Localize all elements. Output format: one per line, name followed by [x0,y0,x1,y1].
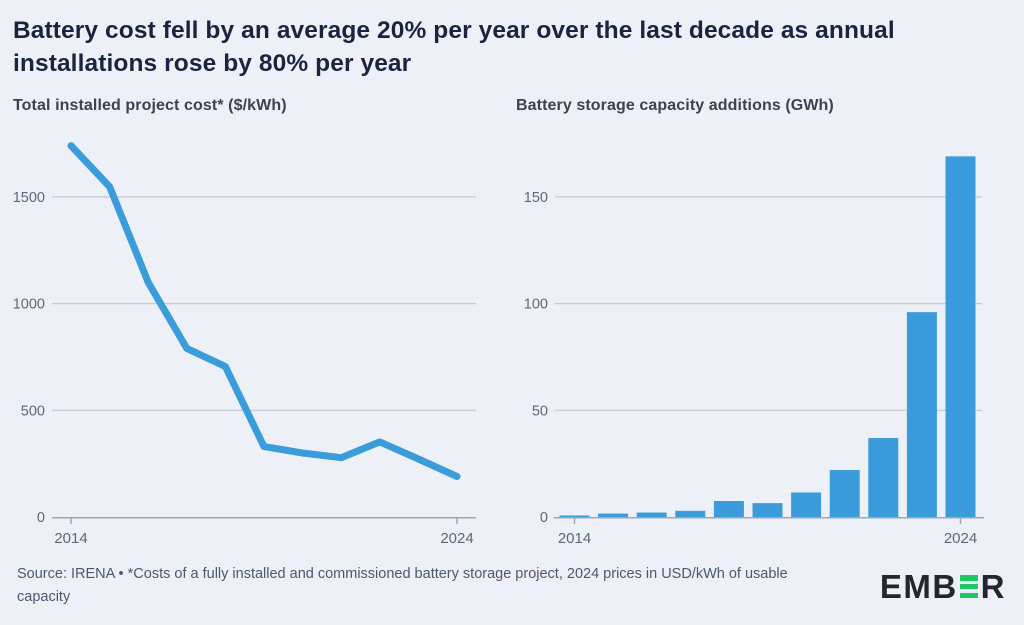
capacity-additions-bar-chart: 0 50 100 150 2014 2024 [524,156,984,547]
page-title: Battery cost fell by an average 20% per … [13,17,895,77]
y-tick-label: 150 [524,190,548,206]
ember-logo-text-emb: EMB [879,568,958,605]
cost-chart-panel: Total installed project cost* ($/kWh) 0 5… [0,80,500,558]
y-tick-label: 50 [532,403,548,419]
capacity-chart-subtitle: Battery storage capacity additions (GWh) [516,97,834,115]
y-tick-label: 500 [21,403,45,419]
ember-logo: EMB R [880,570,1006,603]
cost-line-series [67,142,461,481]
bar-2023 [906,312,937,518]
bar-2015 [598,513,629,518]
bar-2024 [945,156,976,518]
header: Battery cost fell by an average 20% per … [0,0,1024,80]
y-tick-label: 100 [524,297,548,313]
x-tick-label: 2024 [944,530,977,547]
x-tick-label: 2024 [440,530,473,547]
bar-2019 [752,503,783,518]
bar-2016 [636,512,667,518]
x-tick-label: 2014 [54,530,87,547]
y-tick-label: 1500 [13,190,45,206]
bar-2022 [868,438,899,518]
bar-2014 [559,515,590,518]
cost-chart-subtitle: Total installed project cost* ($/kWh) [13,97,287,115]
footer: Source: IRENA • *Costs of a fully instal… [0,563,1024,610]
bar-2020 [791,492,822,518]
ember-logo-green-e-icon [959,575,978,598]
x-tick-label: 2014 [558,530,591,547]
y-tick-label: 1000 [13,297,45,313]
bar-2018 [713,501,744,518]
ember-logo-text-r: R [980,568,1006,605]
y-tick-label: 0 [540,510,548,526]
bar-2021 [829,470,860,518]
y-tick-label: 0 [37,510,45,526]
bar-2017 [675,510,706,518]
capacity-chart-panel: Battery storage capacity additions (GWh)… [500,80,1024,558]
source-note: Source: IRENA • *Costs of a fully instal… [17,566,788,606]
charts-row: Total installed project cost* ($/kWh) 0 5… [0,80,1024,558]
project-cost-line-chart: 0 500 1000 1500 2014 2024 [13,142,476,547]
